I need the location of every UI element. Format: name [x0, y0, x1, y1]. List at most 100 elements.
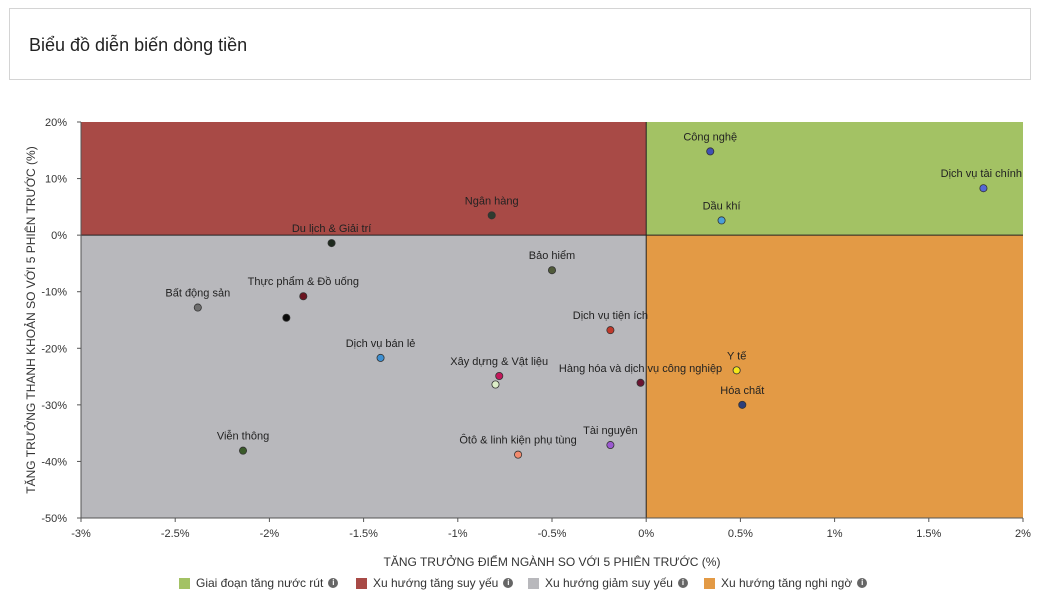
data-point-marker[interactable]: [738, 400, 747, 409]
x-tick-label: 1.5%: [916, 528, 941, 540]
data-point-label: Y tế: [727, 350, 746, 362]
y-tick-label: -40%: [41, 456, 67, 468]
data-point[interactable]: Bảo hiểm: [529, 250, 575, 275]
data-point[interactable]: Thực phẩm & Đồ uống: [248, 276, 359, 301]
x-tick-label: -1%: [448, 528, 468, 540]
x-tick-label: -2.5%: [161, 528, 190, 540]
data-point-marker[interactable]: [327, 239, 336, 248]
data-point-label: Bảo hiểm: [529, 250, 575, 262]
data-point-marker[interactable]: [732, 366, 741, 375]
data-point-label: Dịch vụ tài chính: [941, 168, 1022, 180]
y-tick-label: 10%: [45, 174, 67, 186]
data-point-label: Thực phẩm & Đồ uống: [248, 276, 359, 288]
info-icon[interactable]: i: [677, 578, 688, 588]
chart-legend: Giai đoạn tăng nước rút i Xu hướng tăng …: [0, 576, 1040, 596]
data-point-label: Xây dựng & Vật liệu: [450, 356, 548, 368]
title-card: Biểu đồ diễn biến dòng tiền: [9, 8, 1031, 80]
x-tick-label: 0%: [638, 528, 654, 540]
legend-item-sprint[interactable]: Giai đoạn tăng nước rút i: [179, 576, 339, 590]
page-title: Biểu đồ diễn biến dòng tiền: [29, 35, 248, 55]
data-point[interactable]: Du lịch & Giải trí: [292, 223, 371, 248]
legend-swatch: [356, 577, 367, 589]
y-tick-label: -20%: [41, 343, 67, 355]
info-icon[interactable]: i: [857, 578, 868, 588]
legend-label: Xu hướng giảm suy yếu: [545, 576, 673, 590]
data-point-label: Viễn thông: [217, 430, 269, 443]
data-point-marker[interactable]: [282, 313, 291, 322]
legend-label: Xu hướng tăng nghi ngờ: [721, 576, 853, 590]
x-tick-label: 2%: [1015, 528, 1031, 540]
y-tick-label: 20%: [45, 117, 67, 129]
data-point[interactable]: Ngân hàng: [465, 195, 519, 220]
data-point[interactable]: Dịch vụ bán lẻ: [346, 338, 416, 362]
data-point-label: Hàng hóa và dịch vụ công nghiệp: [559, 363, 722, 375]
legend-item-doubtful-uptrend[interactable]: Xu hướng tăng nghi ngờ i: [704, 576, 868, 590]
data-point[interactable]: Dầu khí: [703, 200, 741, 225]
legend-item-weakening-downtrend[interactable]: Xu hướng giảm suy yếu i: [528, 576, 688, 590]
quadrant-3: [646, 235, 1023, 518]
quadrant-1: [81, 122, 647, 236]
data-point[interactable]: Xây dựng & Vật liệu: [450, 356, 548, 381]
x-axis-title: TĂNG TRƯỞNG ĐIỂM NGÀNH SO VỚI 5 PHIÊN TR…: [384, 554, 721, 569]
data-point-label: Tài nguyên: [583, 425, 637, 437]
point-layer: Công nghệ Dịch vụ tài chính Dầu khí Ngân hà…: [165, 131, 1022, 459]
data-point-marker[interactable]: [706, 147, 715, 156]
data-point[interactable]: Tài nguyên: [583, 425, 638, 450]
data-point-marker[interactable]: [548, 266, 557, 275]
quadrant-2: [81, 235, 647, 518]
x-tick-label: -1.5%: [349, 528, 378, 540]
data-point[interactable]: Bất động sản: [165, 288, 230, 312]
data-point-marker[interactable]: [491, 380, 500, 389]
data-point[interactable]: Y tế: [727, 350, 746, 375]
data-point[interactable]: Hàng hóa và dịch vụ công nghiệp: [559, 363, 722, 387]
data-point[interactable]: Công nghệ: [683, 131, 737, 156]
x-tick-label: 0.5%: [728, 528, 753, 540]
info-icon[interactable]: i: [503, 578, 514, 588]
data-point-label: Bất động sản: [165, 288, 230, 300]
data-point-label: Du lịch & Giải trí: [292, 223, 371, 235]
data-point-marker[interactable]: [606, 441, 615, 450]
legend-swatch: [179, 577, 190, 589]
x-tick-label: -2%: [260, 528, 280, 540]
data-point-marker[interactable]: [487, 211, 496, 220]
data-point-label: Dịch vụ bán lẻ: [346, 338, 416, 350]
info-icon[interactable]: i: [328, 578, 339, 588]
data-point-label: Hóa chất: [720, 385, 764, 397]
y-tick-label: -10%: [41, 287, 67, 299]
data-point-marker[interactable]: [193, 303, 202, 312]
y-tick-label: -50%: [41, 513, 67, 525]
cash-flow-scatter-chart: -3% -2.5% -2% -1.5% -1% -0.5% 0% 0.5% 1% 1.5% 2% 20…: [23, 117, 1031, 569]
x-tick-label: -0.5%: [538, 528, 567, 540]
data-point[interactable]: [491, 380, 500, 389]
legend-item-weakening-uptrend[interactable]: Xu hướng tăng suy yếu i: [356, 576, 514, 590]
data-point-marker[interactable]: [299, 292, 308, 301]
y-tick-label: -30%: [41, 400, 67, 412]
data-point-marker[interactable]: [376, 353, 385, 362]
data-point[interactable]: Viễn thông: [217, 430, 269, 455]
data-point[interactable]: [282, 313, 291, 322]
legend-swatch: [704, 577, 715, 589]
legend-swatch: [528, 577, 539, 589]
y-tick-label: 0%: [51, 230, 67, 242]
data-point[interactable]: Ôtô & linh kiện phụ tùng: [459, 434, 577, 459]
data-point-marker[interactable]: [495, 372, 504, 381]
data-point-marker[interactable]: [239, 446, 248, 455]
data-point-marker[interactable]: [717, 216, 726, 225]
data-point-marker[interactable]: [514, 450, 523, 459]
data-point-marker[interactable]: [606, 326, 615, 335]
axis-layer: -3% -2.5% -2% -1.5% -1% -0.5% 0% 0.5% 1% 1.5% 2% 20…: [41, 117, 1031, 540]
quadrant-layer: [81, 122, 1023, 518]
data-point[interactable]: Dịch vụ tiện ích: [573, 310, 648, 335]
data-point[interactable]: Hóa chất: [720, 385, 764, 409]
x-tick-label: -3%: [71, 528, 91, 540]
data-point-label: Dầu khí: [703, 200, 741, 212]
quadrant-0: [646, 122, 1023, 236]
data-point-marker[interactable]: [636, 378, 645, 387]
data-point-label: Công nghệ: [683, 131, 737, 143]
data-point-label: Dịch vụ tiện ích: [573, 310, 648, 322]
data-point-label: Ngân hàng: [465, 195, 519, 207]
legend-label: Giai đoạn tăng nước rút: [196, 576, 324, 590]
y-axis-title: TĂNG TRƯỞNG THANH KHOẢN SO VỚI 5 PHIÊN T…: [23, 146, 38, 493]
data-point-marker[interactable]: [979, 184, 988, 193]
data-point[interactable]: Dịch vụ tài chính: [941, 168, 1022, 193]
